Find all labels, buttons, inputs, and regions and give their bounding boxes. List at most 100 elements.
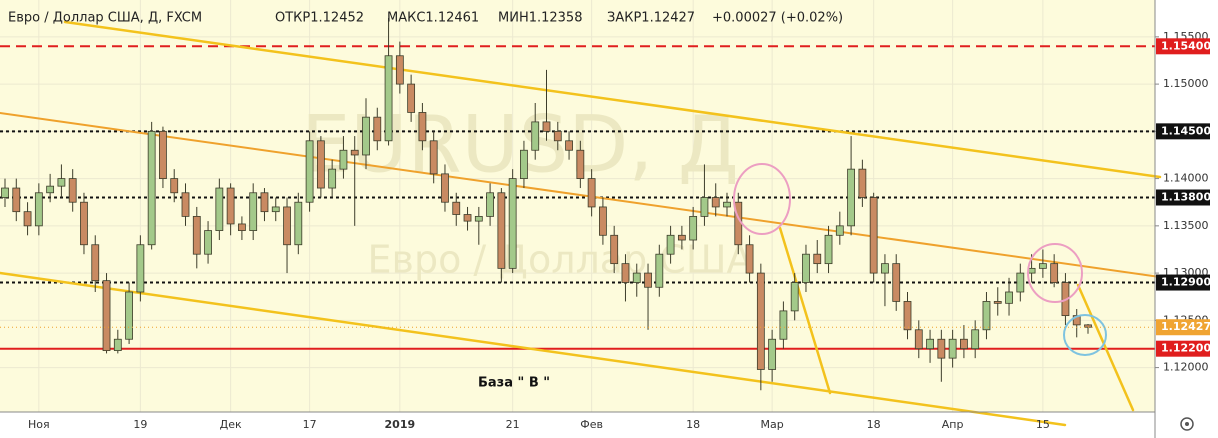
axes: 1.155001.150001.145001.140001.135001.130…	[0, 30, 1211, 431]
candle-body	[813, 253, 822, 265]
candle-body	[542, 121, 551, 132]
gear-center[interactable]	[1185, 422, 1189, 426]
y-tick-label: 1.13500	[1163, 219, 1209, 232]
candle-body	[768, 338, 777, 370]
x-tick-label: Мар	[761, 418, 784, 431]
x-tick-label: Фев	[580, 418, 603, 431]
highlight-circle	[1063, 314, 1107, 356]
candle-body	[181, 192, 190, 217]
last-price-box	[1156, 319, 1210, 336]
candle-body	[125, 291, 133, 340]
candle-body	[700, 197, 709, 217]
candle-body	[869, 197, 878, 274]
candle-body	[779, 310, 788, 340]
gear[interactable]	[1180, 417, 1194, 431]
candle-body	[260, 192, 269, 213]
stat: +0.00027 (+0.02%)	[712, 11, 843, 26]
level-label-box	[1156, 38, 1210, 55]
candle-body	[1050, 263, 1059, 283]
candle-body	[926, 338, 934, 350]
candle-body	[497, 192, 506, 269]
candle-body	[824, 234, 833, 265]
x-tick-label: Апр	[942, 418, 964, 431]
highlight-circle	[733, 163, 791, 235]
candle-body	[339, 149, 348, 170]
candle-body	[170, 178, 179, 194]
x-tick-label: 15	[1036, 418, 1050, 431]
candle-body	[948, 338, 957, 359]
candle-body	[881, 263, 889, 274]
candle-body	[192, 215, 201, 255]
candle-body	[644, 272, 652, 288]
candle-body	[802, 253, 810, 283]
candle-body	[328, 168, 337, 189]
candle-body	[1016, 272, 1025, 293]
x-tick-label: Дек	[220, 418, 242, 431]
highlight-circle	[1027, 243, 1083, 303]
candle-body	[452, 201, 461, 215]
x-tick-label: 21	[506, 418, 520, 431]
y-tick-label: 1.14000	[1163, 172, 1209, 185]
level-label: 1.12200	[1161, 342, 1211, 355]
candle-body	[587, 178, 596, 208]
x-tick-label: 19	[133, 418, 147, 431]
x-tick-label: 18	[867, 418, 881, 431]
candle-body	[384, 55, 393, 142]
stat: ЗАКР1.12427	[607, 11, 695, 26]
level-label: 1.14500	[1161, 124, 1211, 137]
candle-body	[113, 338, 122, 351]
candle-body	[226, 187, 235, 225]
candle-body	[937, 338, 946, 359]
candle-body	[407, 83, 416, 113]
candle-body	[982, 301, 991, 331]
candle-body	[238, 223, 246, 231]
candle-body	[847, 168, 855, 227]
candle-body	[215, 187, 224, 231]
candle-body	[711, 197, 720, 208]
candle-body	[136, 244, 145, 293]
trend-line	[778, 226, 832, 395]
candle-body	[610, 234, 619, 265]
candle-body	[486, 192, 494, 217]
candle-body	[204, 230, 212, 255]
y-tick-label: 1.12000	[1163, 361, 1209, 374]
last-price-label: 1.12427	[1161, 320, 1211, 333]
level-label-box	[1156, 123, 1210, 140]
candle-body	[159, 130, 167, 179]
candle-body	[520, 149, 528, 179]
level-label: 1.12900	[1161, 276, 1211, 289]
y-tick-label: 1.15000	[1163, 77, 1209, 90]
candle-body	[362, 116, 370, 156]
settings-icon[interactable]	[1180, 417, 1194, 431]
levels	[0, 45, 1155, 350]
candle-body	[655, 253, 664, 288]
trend-line	[63, 20, 1162, 179]
candle-body	[993, 301, 1002, 304]
candle-body	[576, 149, 585, 179]
candle-body	[34, 192, 43, 227]
candle-body	[1038, 263, 1047, 269]
candle-body	[474, 215, 483, 222]
candle-body	[960, 338, 968, 350]
candle-body	[723, 201, 731, 208]
plot-background	[0, 0, 1155, 412]
level-label: 1.15400	[1161, 39, 1211, 52]
candle-body	[350, 149, 359, 156]
candle-body	[294, 201, 303, 246]
candle-body	[677, 234, 686, 241]
candle-body	[835, 225, 844, 236]
candle-body	[316, 140, 325, 189]
candle-body	[621, 263, 630, 283]
candle-body	[508, 178, 517, 269]
level-label-box	[1156, 340, 1210, 357]
candle-body	[666, 234, 675, 255]
candle-body	[147, 130, 156, 246]
candle-body	[395, 55, 404, 85]
candle-body	[756, 272, 765, 370]
candle-body	[80, 201, 88, 246]
candle-body	[858, 168, 867, 198]
candle-body	[12, 187, 21, 213]
trend-line	[0, 271, 1067, 427]
highlight-circles	[733, 163, 1107, 356]
